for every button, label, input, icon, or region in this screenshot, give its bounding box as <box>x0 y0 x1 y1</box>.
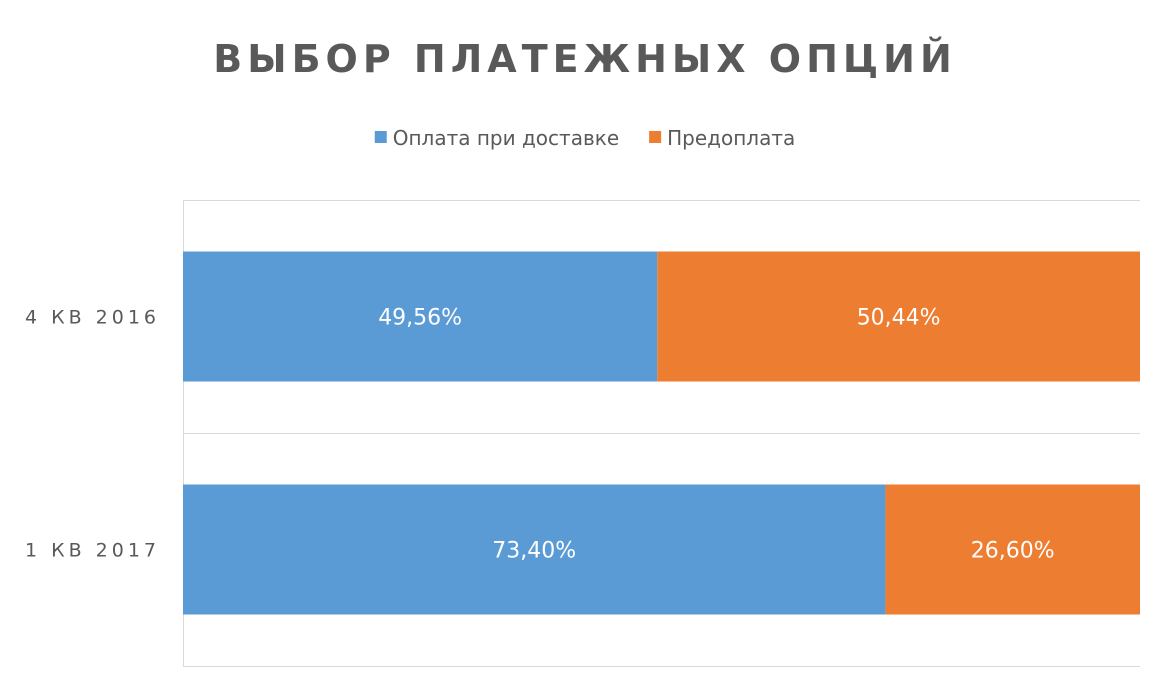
category-label: 1 КВ 2017 <box>25 540 160 562</box>
data-labels: 49,56% 50,44% 73,40% 26,60% <box>378 306 1054 564</box>
legend-label: Оплата при доставке <box>393 126 619 150</box>
data-label: 26,60% <box>971 539 1055 564</box>
bar-cod-1 <box>183 484 886 615</box>
legend-label: Предоплата <box>667 126 795 150</box>
legend: Оплата при доставке Предоплата <box>374 126 795 150</box>
chart-title: ВЫБОР ПЛАТЕЖНЫХ ОПЦИЙ <box>213 37 957 81</box>
legend-swatch <box>374 131 387 143</box>
bar-cod-0 <box>183 251 658 382</box>
category-labels: 4 КВ 2016 1 КВ 2017 <box>25 307 160 562</box>
bars <box>183 251 1140 615</box>
legend-swatch <box>649 131 662 143</box>
data-label: 50,44% <box>857 306 941 331</box>
category-label: 4 КВ 2016 <box>25 307 160 329</box>
data-label: 73,40% <box>492 539 576 564</box>
bar-prepay-1 <box>885 484 1140 615</box>
bar-prepay-0 <box>657 251 1140 382</box>
data-label: 49,56% <box>378 306 462 331</box>
